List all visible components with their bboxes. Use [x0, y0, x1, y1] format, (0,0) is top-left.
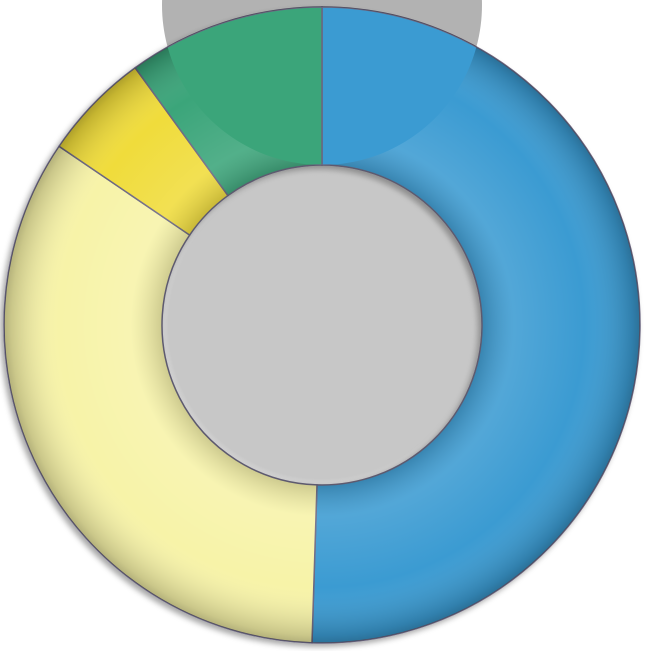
donut-slice-2 — [3, 145, 318, 644]
donut-slice-1 — [311, 6, 641, 644]
